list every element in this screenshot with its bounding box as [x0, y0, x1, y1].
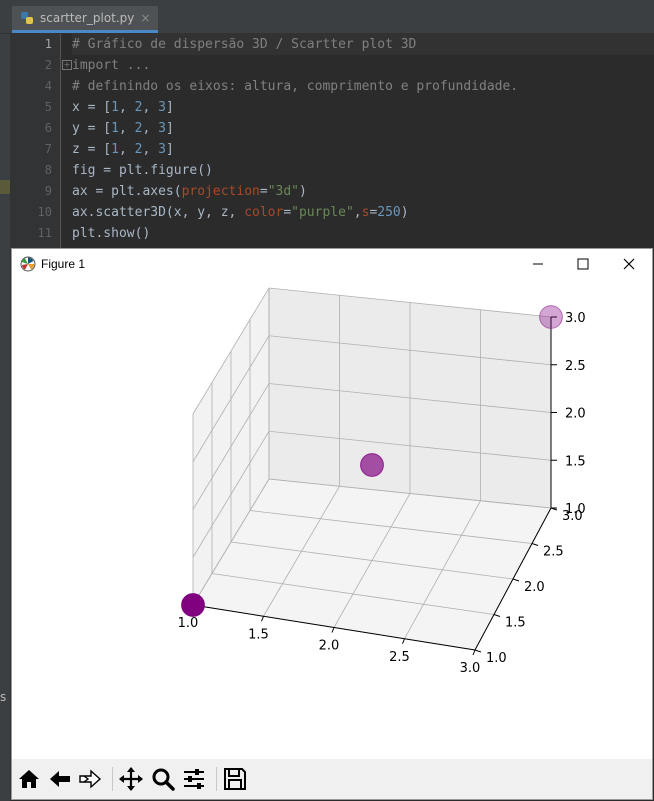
- line-number: 4: [44, 79, 52, 93]
- line-number: 7: [44, 142, 52, 156]
- plot-area[interactable]: 1.0 1.5 2.0 2.5 3.0 1.0 1.5 2.0 2.5 3.0 1.0 1.5 2.0 2…: [12, 279, 652, 759]
- z-tick-label: 2.0: [565, 407, 586, 422]
- scatter-points: [181, 305, 563, 617]
- ide-bottom-fragment: s: [0, 690, 7, 704]
- x-tick: [472, 649, 476, 656]
- matplotlib-toolbar: [12, 759, 652, 799]
- figure-window[interactable]: Figure 1 1.0 1.5 2.0 2.5 3.0 1.0 1.5 2.0 2.5 3.0 1…: [11, 248, 653, 800]
- line-number: 9: [44, 184, 52, 198]
- gridline-y: [211, 382, 495, 615]
- z-tick-label: 1.5: [565, 454, 586, 469]
- close-icon[interactable]: [618, 253, 640, 275]
- y-tick-label: 1.5: [505, 616, 526, 631]
- x-tick-label: 1.5: [248, 627, 269, 642]
- code-line: fig = plt.figure(): [72, 163, 213, 178]
- line-number: 8: [44, 163, 52, 177]
- x-tick: [261, 616, 264, 622]
- x-tick-label: 1.0: [178, 616, 199, 631]
- z-tick-label: 1.0: [565, 502, 586, 517]
- fold-toggle-icon[interactable]: +: [62, 60, 72, 70]
- x-tick: [402, 638, 405, 644]
- y-tick-label: 3.0: [562, 509, 583, 524]
- scatter-point: [539, 305, 563, 329]
- gridline-y: [230, 351, 514, 580]
- line-number: 10: [37, 205, 52, 219]
- y-tick: [512, 578, 520, 582]
- y-tick: [493, 614, 501, 617]
- x-tick: [331, 627, 335, 633]
- editor-tab-label: scartter_plot.py: [40, 11, 135, 25]
- scatter-point: [181, 593, 205, 617]
- python-file-icon: [21, 12, 33, 24]
- z-tick-label: 2.5: [565, 359, 586, 374]
- line-number: 6: [44, 121, 52, 135]
- zoom-icon[interactable]: [149, 765, 177, 793]
- figure-title: Figure 1: [41, 257, 86, 271]
- y-tick: [474, 649, 482, 653]
- pan-icon[interactable]: [117, 765, 145, 793]
- y-tick-label: 2.0: [524, 580, 545, 595]
- y-tick-label: 1.0: [486, 651, 507, 666]
- maximize-icon[interactable]: [572, 253, 594, 275]
- ide-tool-marker: [0, 180, 10, 194]
- configure-subplots-icon[interactable]: [180, 765, 208, 793]
- ide-left-tool-strip: [0, 0, 11, 801]
- code-line: # definindo os eixos: altura, compriment…: [72, 79, 519, 94]
- home-icon[interactable]: [15, 765, 43, 793]
- editor-gutter: 1 2 4 5 6 7 8 9 10 11: [10, 34, 61, 250]
- line-number: 11: [37, 226, 52, 240]
- x-tick-label: 3.0: [460, 661, 481, 676]
- x-tick-label: 2.0: [319, 639, 340, 654]
- code-lines: # Gráfico de dispersão 3D / Scartter plo…: [72, 34, 654, 244]
- save-icon[interactable]: [221, 765, 249, 793]
- code-line: # Gráfico de dispersão 3D / Scartter plo…: [72, 34, 654, 55]
- line-number: 5: [44, 100, 52, 114]
- scatter3d-chart[interactable]: 1.01.52.02.53.01.01.52.02.53.01.01.52.02…: [12, 279, 652, 759]
- matplotlib-logo-icon: [20, 256, 36, 272]
- line-number: 2: [44, 58, 52, 72]
- x-tick-label: 2.5: [389, 650, 410, 665]
- back-icon[interactable]: [46, 765, 74, 793]
- toolbar-separator: [112, 767, 113, 791]
- toolbar-separator: [216, 767, 217, 791]
- code-line: ax.scatter3D(x, y, z, color="purple",s=2…: [72, 205, 409, 220]
- pane-floor: [193, 479, 551, 650]
- gridline-y: [268, 288, 552, 509]
- editor-tab-bar: scartter_plot.py ×: [0, 0, 654, 34]
- forward-icon[interactable]: [76, 765, 104, 793]
- z-tick-label: 3.0: [565, 311, 586, 326]
- scatter-point: [360, 453, 384, 477]
- line-number: 1: [44, 37, 52, 51]
- axes-ticks: 1.01.52.02.53.01.01.52.02.53.01.01.52.02…: [178, 311, 586, 676]
- y-tick-label: 2.5: [543, 545, 564, 560]
- code-line: ax = plt.axes(projection="3d"): [72, 184, 307, 199]
- code-line: import ...: [72, 58, 151, 73]
- code-line: y = [1, 2, 3]: [72, 121, 174, 136]
- gridline-z: [192, 287, 552, 415]
- gridline-y: [249, 319, 533, 544]
- y-tick: [531, 543, 539, 546]
- code-line: x = [1, 2, 3]: [72, 100, 174, 115]
- code-line: plt.show(): [72, 226, 151, 241]
- code-line: z = [1, 2, 3]: [72, 142, 174, 157]
- minimize-icon[interactable]: [527, 253, 549, 275]
- code-editor[interactable]: 1 2 4 5 6 7 8 9 10 11 + # Gráfico de dis…: [10, 34, 654, 250]
- figure-titlebar[interactable]: Figure 1: [12, 249, 652, 279]
- editor-tab-scartter-plot[interactable]: scartter_plot.py ×: [12, 6, 159, 33]
- close-tab-icon[interactable]: ×: [140, 11, 151, 25]
